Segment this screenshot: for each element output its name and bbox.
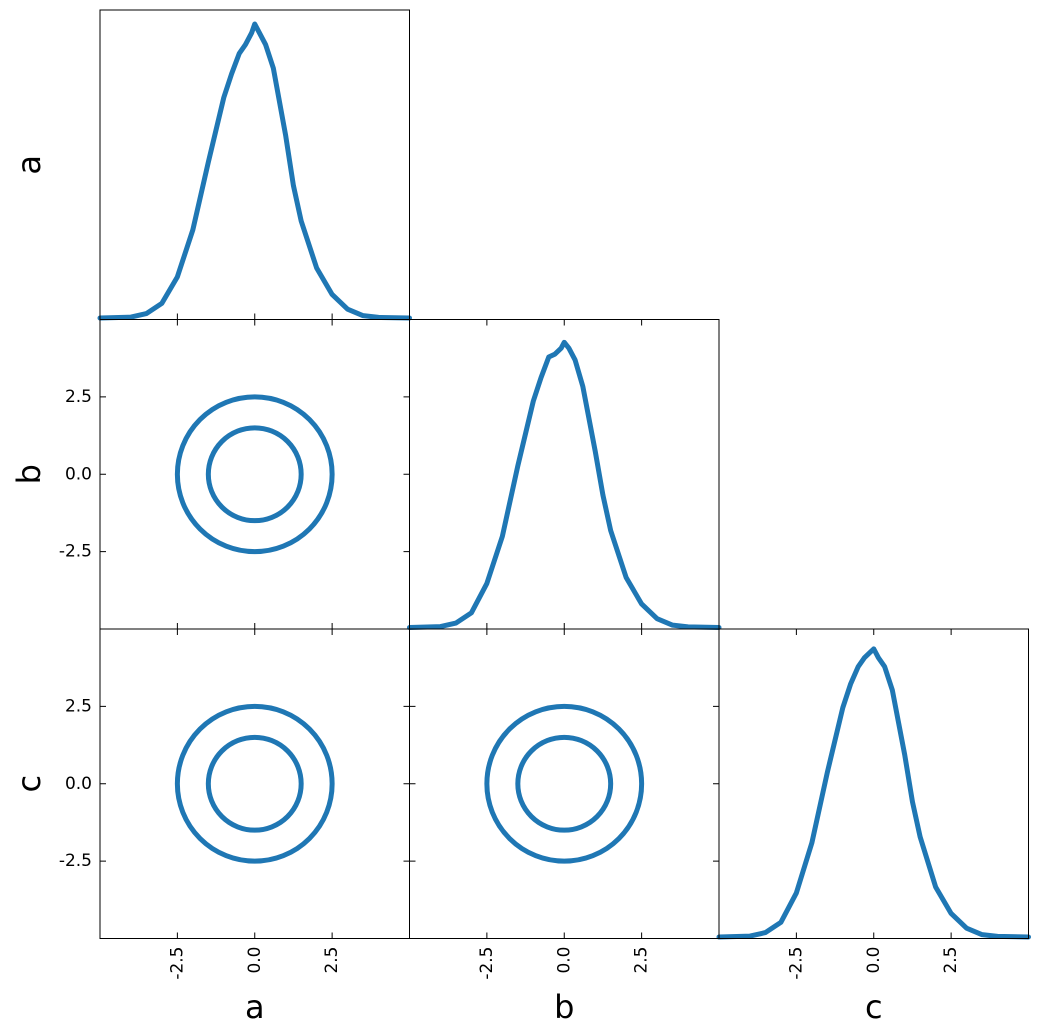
x-tick-label: -2.5 bbox=[477, 947, 497, 980]
panel-frame-b-c bbox=[409, 628, 720, 939]
contour-a-b-outer bbox=[174, 394, 335, 555]
y-tick-label: 2.5 bbox=[65, 696, 92, 716]
x-tick-label: 0.0 bbox=[554, 947, 574, 974]
x-tick-label: -2.5 bbox=[167, 947, 187, 980]
marginal-curve-a bbox=[97, 21, 412, 321]
contour-a-c-outer bbox=[174, 703, 335, 864]
panel-frame-a-c bbox=[99, 628, 410, 939]
marginal-curve-c bbox=[716, 646, 1031, 940]
contour-a-c-inner bbox=[205, 734, 304, 833]
y-axis-label-a: a bbox=[10, 155, 48, 175]
y-tick-label: 2.5 bbox=[65, 387, 92, 407]
contour-b-c-outer bbox=[484, 703, 645, 864]
x-tick-label: -2.5 bbox=[786, 947, 806, 980]
y-axis-label-b: b bbox=[10, 464, 48, 484]
contour-b-c-inner bbox=[515, 734, 614, 833]
x-tick-label: 2.5 bbox=[632, 947, 652, 974]
contour-a-b-inner bbox=[205, 425, 304, 524]
y-tick-label: -2.5 bbox=[59, 851, 92, 871]
x-tick-label: 0.0 bbox=[245, 947, 265, 974]
x-axis-label-a: a bbox=[245, 988, 265, 1026]
y-tick-label: 0.0 bbox=[65, 774, 92, 794]
x-tick-label: 0.0 bbox=[864, 947, 884, 974]
frames-layer bbox=[99, 9, 1029, 939]
panel-frame-a-a bbox=[99, 9, 410, 320]
x-tick-label: 2.5 bbox=[941, 947, 961, 974]
marginal-curve-b bbox=[407, 339, 722, 630]
panel-frame-a-b bbox=[99, 319, 410, 630]
x-axis-label-c: c bbox=[865, 988, 883, 1026]
panel-frame-b-b bbox=[409, 319, 720, 630]
y-tick-label: -2.5 bbox=[59, 542, 92, 562]
x-axis-label-b: b bbox=[554, 988, 574, 1026]
y-tick-label: 0.0 bbox=[65, 464, 92, 484]
panel-frame-c-c bbox=[718, 628, 1029, 939]
x-tick-label: 2.5 bbox=[322, 947, 342, 974]
curves-layer bbox=[97, 21, 1031, 940]
labels-layer: -2.5 0.0 2.5 -2.5 0.0 2.5 -2.5 0.0 2.5 -2.5 0.0 2.5… bbox=[10, 155, 961, 1026]
y-axis-label-c: c bbox=[10, 775, 48, 793]
